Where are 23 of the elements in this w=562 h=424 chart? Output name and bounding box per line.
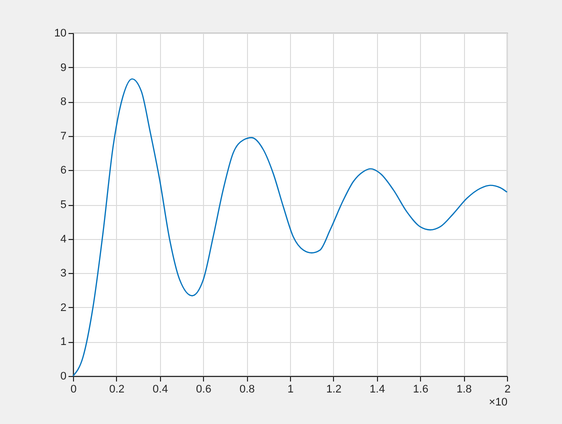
x-tick-label: 0.2: [109, 384, 125, 396]
y-tick-label: 9: [60, 62, 66, 74]
y-tick-label: 0: [60, 370, 66, 382]
y-tick-label: 4: [60, 233, 66, 246]
x-tick-label: 0.8: [239, 384, 255, 396]
x-tick-label: 1.8: [456, 384, 472, 396]
y-tick-label: 2: [60, 302, 66, 314]
x-tick-label: 2: [504, 384, 511, 396]
x-tick-label: 1.6: [413, 384, 428, 396]
x-tick-label: 0.6: [196, 384, 212, 396]
y-tick-label: 8: [60, 96, 66, 108]
y-tick-label: 7: [60, 130, 66, 142]
y-tick-label: 3: [60, 268, 66, 280]
x-tick-label: 0.4: [152, 384, 168, 396]
y-tick-label: 1: [60, 336, 66, 348]
y-tick-label: 5: [60, 199, 66, 211]
x-tick-label: 1.4: [370, 384, 385, 396]
y-tick-label: 6: [60, 164, 66, 177]
x-axis-title: ×10: [488, 396, 508, 408]
x-tick-label: 0: [70, 384, 77, 396]
y-tick-label: 10: [54, 28, 66, 40]
x-tick-label: 1.2: [326, 384, 342, 396]
x-tick-label: 1: [287, 384, 294, 396]
